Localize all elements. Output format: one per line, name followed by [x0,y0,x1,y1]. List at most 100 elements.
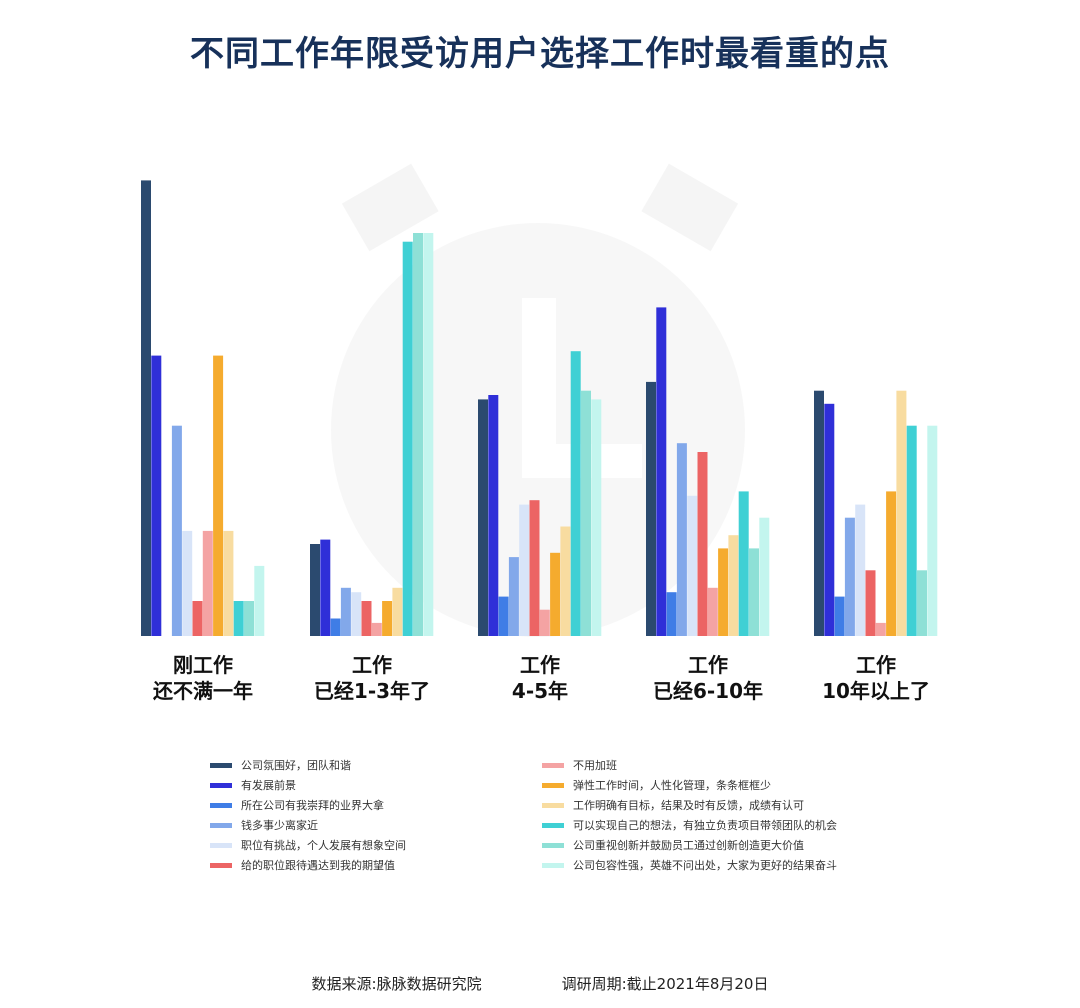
legend-swatch [542,782,564,788]
group-label-line1: 工作 [856,653,896,677]
bar-11-group-4 [749,548,759,636]
legend-item: 给的职位跟待遇达到我的期望值 [210,857,395,873]
bar-1-group-5 [814,390,824,636]
bar-chart [141,180,938,636]
group-label: 工作 10年以上了 [791,652,961,704]
bar-9-group-4 [728,535,739,636]
legend-item: 有发展前景 [210,777,296,793]
bar-2-group-4 [656,307,667,636]
legend-item: 钱多事少离家近 [210,817,318,833]
bar-7-group-2 [371,622,382,636]
bar-7-group-1 [202,530,213,636]
bar-7-group-5 [875,622,886,636]
group-label: 工作 已经6-10年 [623,652,793,704]
legend-item: 弹性工作时间，人性化管理，条条框框少 [542,777,771,793]
survey-period: 调研周期:截止2021年8月20日 [561,975,769,993]
group-label: 工作 4-5年 [455,652,625,704]
bar-8-group-4 [718,548,729,636]
bar-10-group-5 [906,425,917,636]
legend-label: 公司重视创新并鼓励员工通过创新创造更大价值 [573,839,804,852]
legend-swatch [542,802,564,808]
bar-8-group-5 [886,491,897,636]
bar-4-group-3 [508,557,519,636]
bar-3-group-5 [834,596,845,636]
bar-11-group-3 [581,390,591,636]
legend-label: 公司氛围好，团队和谐 [241,759,351,772]
legend-label: 钱多事少离家近 [241,819,318,832]
bar-1-group-4 [646,381,656,636]
legend-item: 不用加班 [542,757,617,773]
bars-layer [141,180,938,636]
bar-2-group-1 [151,355,162,636]
bar-11-group-2 [413,233,423,636]
legend-item: 可以实现自己的想法，有独立负责项目带领团队的机会 [542,817,837,833]
bar-12-group-3 [591,399,602,636]
legend-label: 职位有挑战，个人发展有想象空间 [241,839,406,852]
group-label-line2: 4-5年 [511,679,569,703]
bar-11-group-5 [917,570,927,636]
group-label-line1: 工作 [688,653,728,677]
legend-swatch [542,862,564,868]
group-label-line2: 还不满一年 [153,679,253,703]
group-label-line1: 工作 [520,653,560,677]
bar-4-group-5 [844,517,855,636]
legend-label: 有发展前景 [241,779,296,792]
legend-label: 给的职位跟待遇达到我的期望值 [241,859,395,872]
footer: 数据来源:脉脉数据研究院 调研周期:截止2021年8月20日 [0,973,1080,994]
bar-4-group-1 [171,425,182,636]
bar-10-group-3 [570,351,581,636]
bar-1-group-3 [478,399,488,636]
bar-10-group-2 [402,241,413,636]
legend-item: 公司包容性强，英雄不问出处，大家为更好的结果奋斗 [542,857,837,873]
group-label-line2: 已经1-3年了 [313,679,431,703]
legend-swatch [210,842,232,848]
bar-2-group-2 [320,539,331,636]
bar-6-group-5 [865,570,876,636]
bar-9-group-2 [392,587,403,636]
legend-swatch [210,782,232,788]
legend-swatch [542,762,564,768]
legend-label: 弹性工作时间，人性化管理，条条框框少 [573,779,771,792]
group-label: 刚工作 还不满一年 [118,652,288,704]
legend-swatch [210,822,232,828]
data-source: 数据来源:脉脉数据研究院 [311,975,482,993]
bar-4-group-2 [340,587,351,636]
legend-item: 职位有挑战，个人发展有想象空间 [210,837,406,853]
group-label: 工作 已经1-3年了 [287,652,457,704]
bar-3-group-4 [666,592,677,636]
bar-9-group-5 [896,390,907,636]
bar-9-group-1 [223,530,234,636]
bar-5-group-5 [855,504,866,636]
bar-8-group-2 [382,601,393,636]
legend-label: 工作明确有目标，结果及时有反馈，成绩有认可 [573,799,804,812]
bar-3-group-3 [498,596,509,636]
bar-10-group-4 [738,491,749,636]
bar-6-group-2 [361,601,372,636]
legend-label: 公司包容性强，英雄不问出处，大家为更好的结果奋斗 [573,859,837,872]
bar-6-group-1 [192,601,203,636]
bar-9-group-3 [560,526,571,636]
bar-1-group-2 [310,544,320,636]
bar-11-group-1 [244,601,254,636]
legend-swatch [210,802,232,808]
bar-2-group-5 [824,403,835,636]
bar-7-group-3 [539,609,550,636]
group-label-line1: 刚工作 [173,653,233,677]
group-label-line2: 10年以上了 [822,679,930,703]
legend-swatch [542,842,564,848]
group-label-line1: 工作 [352,653,392,677]
bar-5-group-4 [687,495,698,636]
legend-label: 不用加班 [573,759,617,772]
bar-12-group-5 [927,425,938,636]
bar-5-group-3 [519,504,530,636]
bar-6-group-4 [697,452,708,636]
legend-swatch [210,762,232,768]
legend-swatch [542,822,564,828]
bar-6-group-3 [529,500,540,636]
legend-label: 所在公司有我崇拜的业界大拿 [241,799,384,812]
bar-5-group-1 [182,530,193,636]
bar-2-group-3 [488,395,499,636]
bar-4-group-4 [676,443,687,636]
bar-5-group-2 [351,592,362,636]
legend-item: 工作明确有目标，结果及时有反馈，成绩有认可 [542,797,804,813]
